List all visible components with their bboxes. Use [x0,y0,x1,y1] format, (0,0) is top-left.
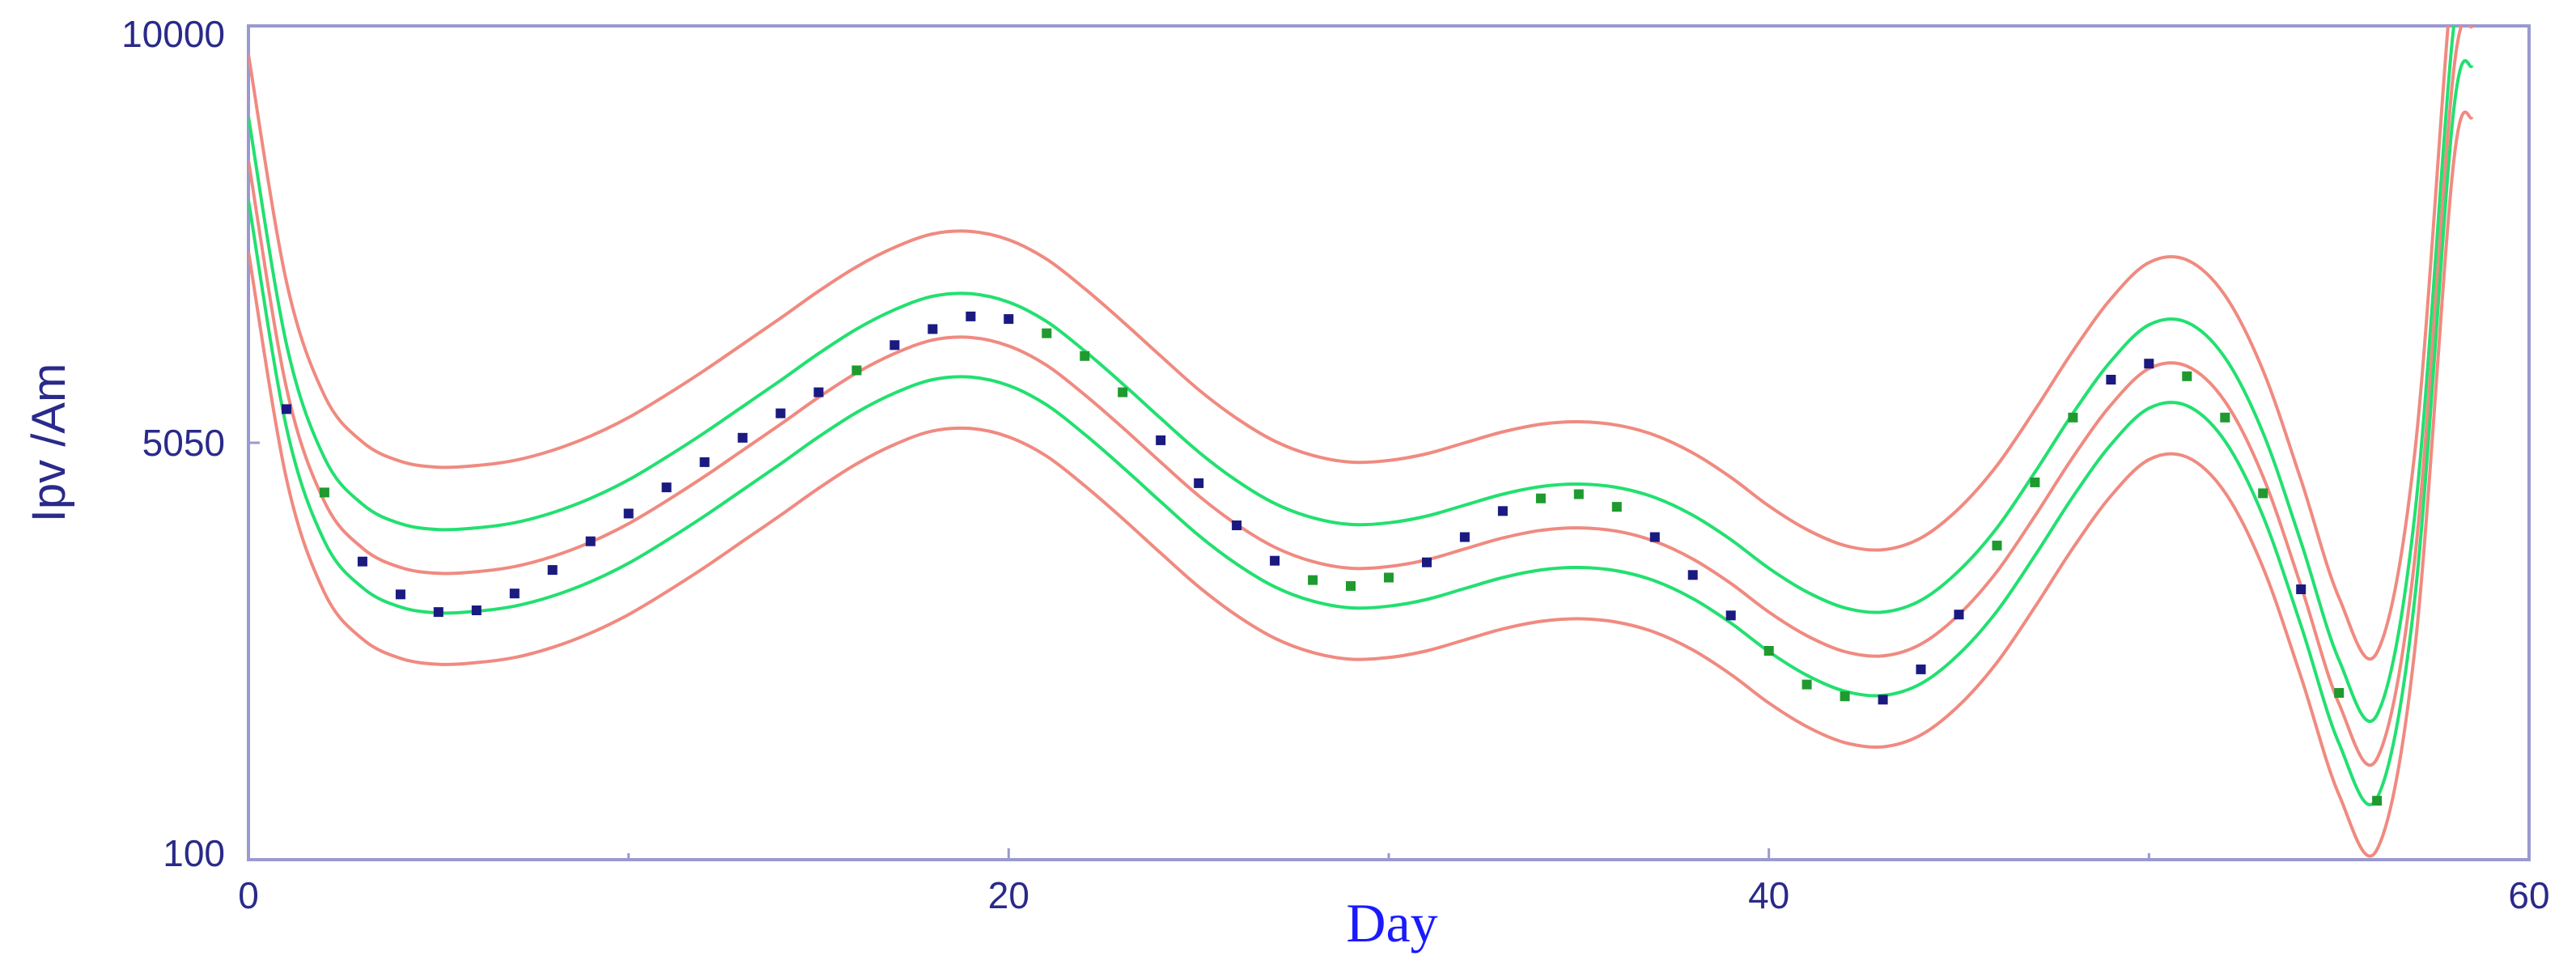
blue-data-point [1422,557,1432,567]
green-data-point [1573,489,1584,499]
blue-data-point [1649,532,1660,542]
blue-data-point [1497,506,1508,516]
blue-data-point [2144,359,2154,369]
outer-upper-band [248,26,2450,661]
y-axis-title: Ipv /Am [23,363,75,523]
green-data-point [2258,488,2268,499]
blue-data-point [1459,532,1470,542]
blue-data-point [737,432,748,443]
green-data-point [1384,572,1394,583]
green-data-point [2030,477,2040,487]
inner-upper-band [248,26,2456,724]
y-tick-label: 5050 [142,422,225,464]
fit-curve [248,26,2474,767]
green-data-point [851,365,862,376]
green-data-point [1840,691,1850,702]
blue-data-point [1954,610,1964,620]
blue-data-point [1270,555,1280,566]
blue-data-point [1194,478,1204,488]
blue-data-point [471,605,482,615]
green-data-point [2220,412,2230,423]
green-data-point [1992,540,2002,550]
green-data-point [319,487,329,498]
blue-data-point [813,387,824,397]
blue-data-point [282,404,291,414]
green-data-point [1118,387,1128,397]
blue-data-point [1004,314,1014,325]
x-tick-label: 20 [988,874,1029,916]
green-data-point [2334,688,2345,698]
blue-data-point [699,457,710,467]
green-data-point [1346,580,1356,591]
x-tick-label: 0 [238,874,259,916]
green-data-point [1080,351,1090,361]
blue-data-point [965,311,976,321]
blue-data-point [1725,610,1736,621]
blue-data-point [1916,664,1926,674]
blue-data-point [357,556,367,567]
blue-data-point [1232,520,1242,530]
green-data-point [1042,328,1052,338]
blue-data-point [927,324,938,334]
x-tick-label: 40 [1748,874,1789,916]
blue-data-point [433,607,443,618]
y-tick-label: 10000 [121,13,225,55]
blue-data-point [623,508,634,519]
plot-frame [247,24,2531,861]
green-data-point [2068,412,2078,423]
green-data-point [2182,371,2192,381]
blue-data-point [509,588,520,599]
green-data-point [1535,493,1546,503]
blue-data-point [1878,695,1888,705]
blue-data-point [1156,435,1166,445]
green-data-point [1308,575,1318,585]
blue-data-point [395,589,405,600]
x-tick-label: 60 [2508,874,2549,916]
axis-ticks [247,24,2531,861]
blue-data-point [1687,570,1698,580]
inner-lower-band [248,59,2474,807]
blue-data-point [2296,584,2307,594]
green-data-point [1802,679,1812,690]
green-data-point [1611,502,1622,512]
blue-data-point [661,482,672,493]
axis-tick-labels: 0 20 40 60 100 5050 10000 [121,13,2550,916]
outer-lower-band [248,110,2474,858]
blue-data-point [585,536,596,546]
confidence-bands [248,26,2474,858]
blue-data-point [775,408,786,419]
blue-data-point [547,565,558,576]
y-tick-label: 100 [163,832,225,874]
x-axis-title: Day [1346,892,1437,954]
blue-data-point [889,340,900,351]
data-points [282,311,2383,806]
blue-data-point [2106,375,2116,385]
green-data-point [1763,646,1774,656]
green-data-point [2372,796,2383,806]
